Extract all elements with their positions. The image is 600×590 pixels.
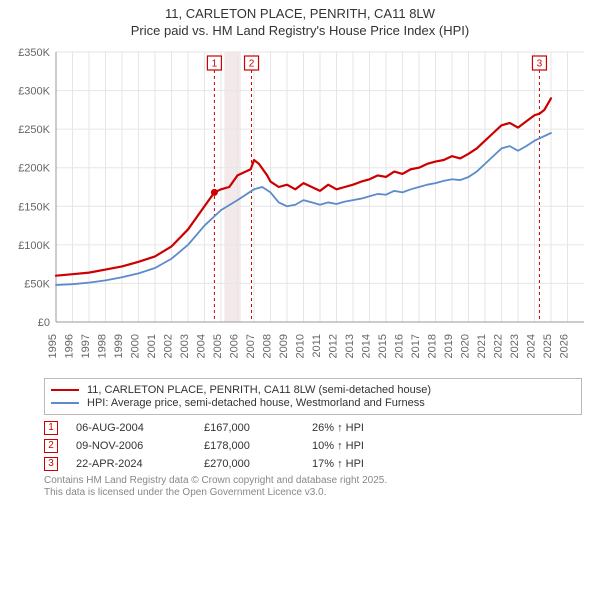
sale-event-row: 1 06-AUG-2004 £167,000 26% ↑ HPI [44, 421, 582, 435]
event-marker: 1 [44, 421, 58, 435]
svg-text:1995: 1995 [47, 334, 59, 358]
svg-text:2019: 2019 [443, 334, 455, 358]
svg-text:£50K: £50K [24, 278, 50, 290]
svg-text:2021: 2021 [476, 334, 488, 358]
event-price: £167,000 [204, 422, 294, 434]
event-delta: 26% ↑ HPI [312, 422, 582, 434]
event-date: 09-NOV-2006 [76, 440, 186, 452]
title-line-2: Price paid vs. HM Land Registry's House … [8, 23, 592, 40]
chart-plot-area: £0 £50K £100K £150K £200K £250K £300K £350K 1995… [8, 44, 592, 374]
svg-text:2022: 2022 [493, 334, 505, 358]
svg-text:2007: 2007 [245, 334, 257, 358]
event-marker: 2 [44, 439, 58, 453]
svg-text:3: 3 [537, 58, 543, 69]
footnote-line-2: This data is licensed under the Open Gov… [44, 487, 582, 500]
svg-text:2023: 2023 [509, 334, 521, 358]
svg-text:2001: 2001 [146, 334, 158, 358]
svg-text:2000: 2000 [130, 334, 142, 358]
svg-text:2011: 2011 [311, 334, 323, 358]
svg-text:2008: 2008 [262, 334, 274, 358]
event-delta: 10% ↑ HPI [312, 440, 582, 452]
svg-text:1996: 1996 [64, 334, 76, 358]
svg-text:£0: £0 [38, 317, 50, 329]
legend-label: HPI: Average price, semi-detached house,… [87, 397, 425, 409]
legend-swatch [51, 402, 79, 404]
svg-text:2015: 2015 [377, 334, 389, 358]
svg-text:2024: 2024 [526, 334, 538, 358]
svg-text:2014: 2014 [361, 334, 373, 358]
svg-text:£150K: £150K [18, 201, 50, 213]
svg-text:£300K: £300K [18, 85, 50, 97]
svg-text:2012: 2012 [328, 334, 340, 358]
event-marker: 3 [44, 457, 58, 471]
sale-events-table: 1 06-AUG-2004 £167,000 26% ↑ HPI 2 09-NOV-200… [44, 421, 582, 471]
svg-text:2004: 2004 [196, 334, 208, 358]
event-date: 22-APR-2024 [76, 458, 186, 470]
svg-text:2010: 2010 [295, 334, 307, 358]
legend-item: 11, CARLETON PLACE, PENRITH, CA11 8LW (s… [51, 384, 575, 396]
svg-text:2013: 2013 [344, 334, 356, 358]
svg-text:2018: 2018 [427, 334, 439, 358]
chart-title: 11, CARLETON PLACE, PENRITH, CA11 8LW Pr… [8, 6, 592, 40]
svg-text:£200K: £200K [18, 162, 50, 174]
svg-text:2016: 2016 [394, 334, 406, 358]
svg-text:2009: 2009 [278, 334, 290, 358]
event-price: £270,000 [204, 458, 294, 470]
svg-text:2025: 2025 [542, 334, 554, 358]
svg-text:1997: 1997 [80, 334, 92, 358]
event-price: £178,000 [204, 440, 294, 452]
line-chart-svg: £0 £50K £100K £150K £200K £250K £300K £350K 1995… [8, 44, 592, 374]
svg-text:2: 2 [249, 58, 255, 69]
legend-label: 11, CARLETON PLACE, PENRITH, CA11 8LW (s… [87, 384, 431, 396]
footnote-line-1: Contains HM Land Registry data © Crown c… [44, 475, 582, 488]
svg-text:2003: 2003 [179, 334, 191, 358]
sale-event-row: 3 22-APR-2024 £270,000 17% ↑ HPI [44, 457, 582, 471]
legend-item: HPI: Average price, semi-detached house,… [51, 397, 575, 409]
svg-text:2005: 2005 [212, 334, 224, 358]
svg-text:1999: 1999 [113, 334, 125, 358]
legend: 11, CARLETON PLACE, PENRITH, CA11 8LW (s… [44, 378, 582, 415]
svg-text:1998: 1998 [97, 334, 109, 358]
sale-event-row: 2 09-NOV-2006 £178,000 10% ↑ HPI [44, 439, 582, 453]
footnote: Contains HM Land Registry data © Crown c… [44, 475, 582, 500]
chart-container: 11, CARLETON PLACE, PENRITH, CA11 8LW Pr… [0, 0, 600, 504]
svg-text:2020: 2020 [460, 334, 472, 358]
svg-text:£100K: £100K [18, 240, 50, 252]
event-delta: 17% ↑ HPI [312, 458, 582, 470]
svg-text:1: 1 [212, 58, 218, 69]
svg-text:2002: 2002 [163, 334, 175, 358]
svg-text:2006: 2006 [229, 334, 241, 358]
svg-text:2017: 2017 [410, 334, 422, 358]
svg-text:2026: 2026 [559, 334, 571, 358]
title-line-1: 11, CARLETON PLACE, PENRITH, CA11 8LW [8, 6, 592, 23]
svg-text:£250K: £250K [18, 124, 50, 136]
event-date: 06-AUG-2004 [76, 422, 186, 434]
svg-text:£350K: £350K [18, 47, 50, 59]
legend-swatch [51, 389, 79, 391]
